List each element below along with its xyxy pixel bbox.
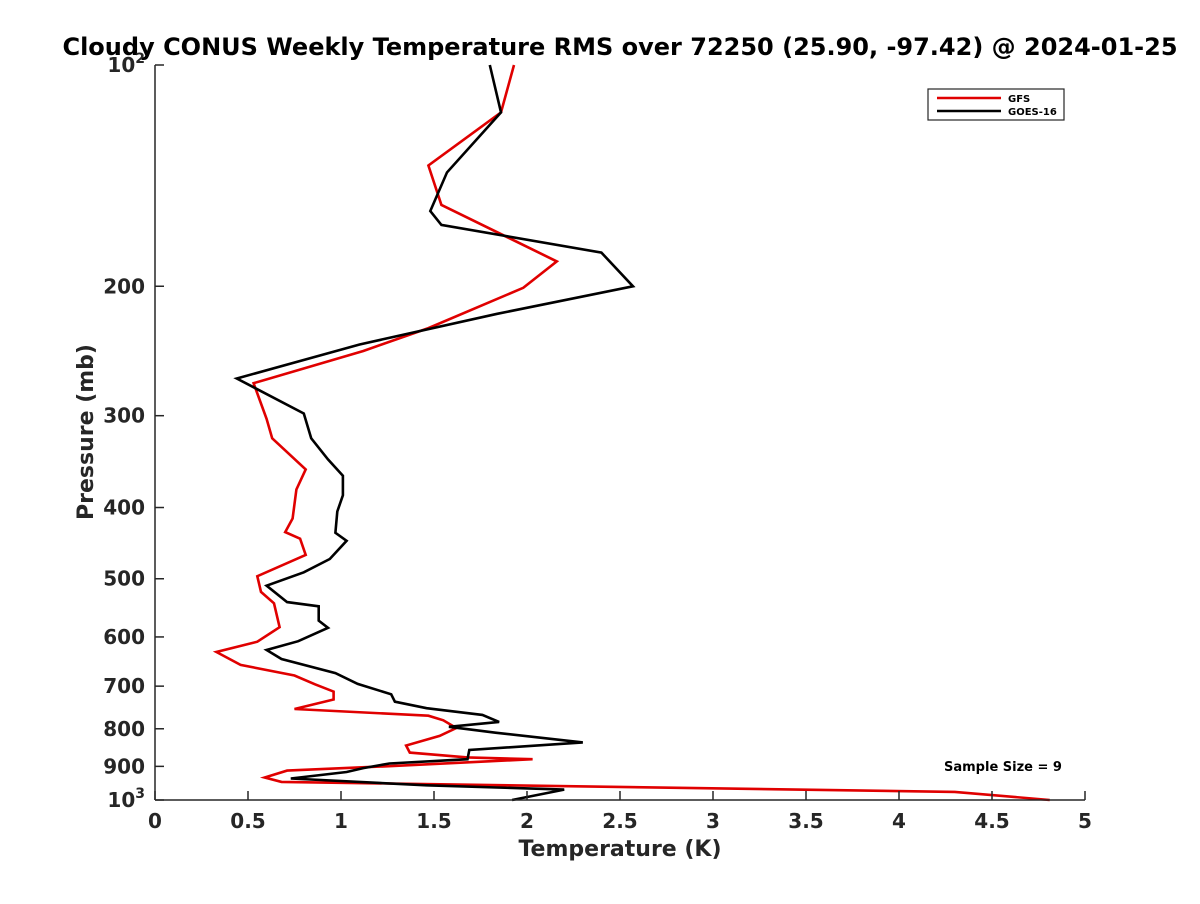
y-tick-label: 700 [103,674,145,698]
x-tick-label: 4 [892,809,906,833]
y-axis-label: Pressure (mb) [74,344,99,520]
y-tick-label: 200 [103,274,145,298]
sample-size-annotation: Sample Size = 9 [944,760,1062,775]
x-tick-label: 1.5 [416,809,451,833]
series-line-gfs [212,64,1050,802]
y-tick-label-top: 102 [107,51,145,77]
x-tick-label: 2.5 [602,809,637,833]
x-tick-label: 0 [148,809,162,833]
y-tick-label: 600 [103,625,145,649]
y-tick-label-bottom: 103 [107,786,145,812]
x-tick-label: 1 [334,809,348,833]
y-tick-label-bottom-base: 10 [107,788,135,812]
y-tick-label: 900 [103,754,145,778]
y-tick-label: 500 [103,567,145,591]
x-tick-label: 2 [520,809,534,833]
axes [154,65,1085,801]
series-line-goes-16 [233,64,636,802]
legend-label: GOES-16 [1008,107,1057,118]
y-tick-label-top-base: 10 [107,53,135,77]
x-tick-label: 4.5 [974,809,1009,833]
x-tick-label: 3.5 [788,809,823,833]
chart-title: Cloudy CONUS Weekly Temperature RMS over… [62,33,1177,61]
y-tick-label-bottom-exponent: 3 [135,786,145,802]
x-tick-label: 5 [1078,809,1092,833]
x-ticks: 0 0.5 1 1.5 2 2.5 3 3.5 4 4.5 5 [148,791,1092,833]
y-tick-label: 400 [103,496,145,520]
legend-box [927,88,1065,121]
y-tick-label-top-exponent: 2 [135,51,145,67]
y-tick-label: 300 [103,404,145,428]
legend-label: GFS [1008,94,1030,105]
x-axis-label: Temperature (K) [518,837,721,862]
legend: GFS GOES-16 [927,88,1065,121]
x-tick-label: 0.5 [230,809,265,833]
x-tick-label: 3 [706,809,720,833]
y-tick-label: 800 [103,717,145,741]
series-layer [212,64,1050,802]
